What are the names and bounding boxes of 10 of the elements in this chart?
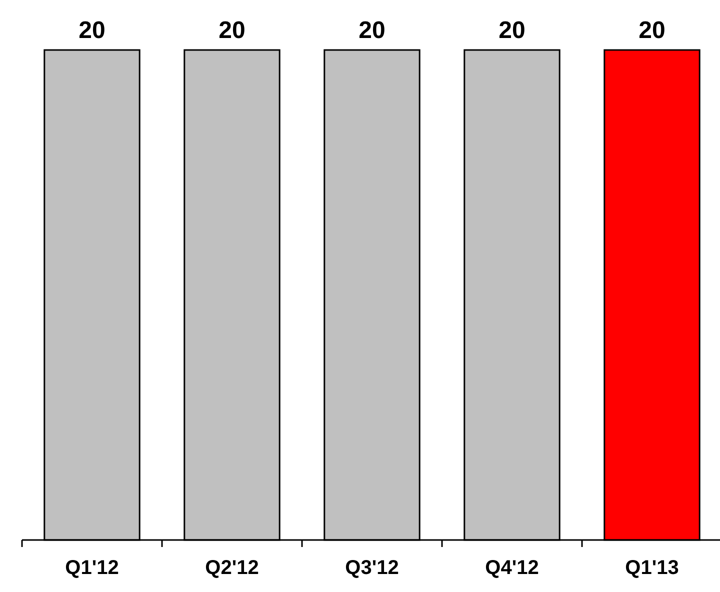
x-tick-label: Q4'12 xyxy=(485,557,539,579)
x-tick-label: Q2'12 xyxy=(205,557,259,579)
data-label: 20 xyxy=(358,17,386,44)
data-label: 20 xyxy=(218,17,246,44)
data-label: 20 xyxy=(78,17,106,44)
x-tick-label: Q1'13 xyxy=(625,557,679,579)
data-label: 20 xyxy=(498,17,526,44)
x-tick-label: Q3'12 xyxy=(345,557,399,579)
x-tick-label: Q1'12 xyxy=(65,557,119,579)
data-label: 20 xyxy=(638,17,666,44)
